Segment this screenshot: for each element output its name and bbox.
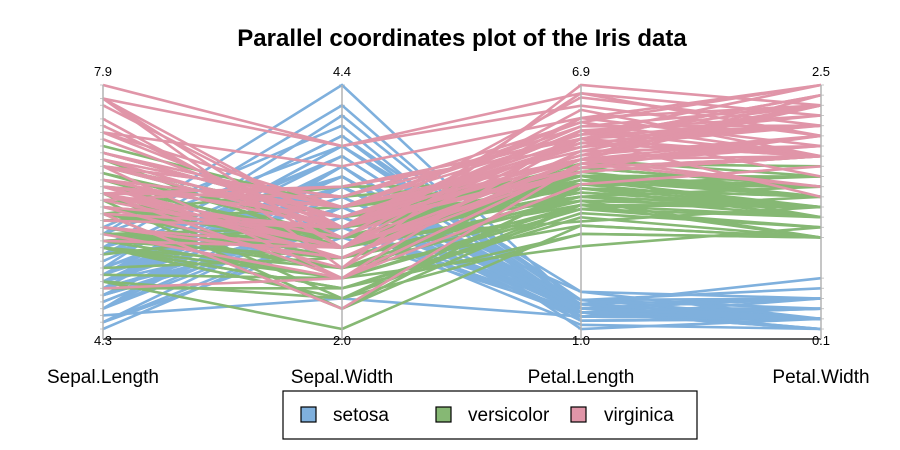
legend-box (282, 390, 698, 440)
series-line (102, 154, 822, 229)
legend-item-versicolor: versicolor (435, 405, 550, 426)
series-line (102, 216, 822, 290)
series-line (102, 83, 822, 148)
legend-label: setosa (333, 405, 389, 426)
axis-min-label: 2.0 (333, 333, 351, 348)
series-line (102, 97, 822, 229)
axis-label: Sepal.Width (291, 367, 393, 388)
legend-swatch (435, 406, 452, 423)
series-line (102, 83, 822, 168)
legend-item-virginica: virginica (570, 405, 674, 426)
legend-swatch (300, 406, 317, 423)
series-lines (100, 83, 824, 331)
series-line (102, 226, 822, 280)
legend-label: virginica (604, 405, 674, 426)
axis-min-label: 4.3 (94, 333, 112, 348)
series-line (102, 199, 822, 249)
axis-sepal-length: 7.9 4.3 Sepal.Length (47, 64, 159, 388)
chart-title: Parallel coordinates plot of the Iris da… (237, 25, 687, 52)
legend-swatch (570, 406, 587, 423)
series-line (102, 104, 822, 202)
axis-max-label: 2.5 (812, 64, 830, 79)
series-line (102, 162, 822, 311)
series-line (102, 134, 822, 229)
series-line (102, 144, 822, 280)
legend: setosa versicolor virginica (282, 390, 698, 440)
series-line (102, 154, 822, 229)
series-line (102, 104, 822, 219)
legend-item-setosa: setosa (300, 405, 389, 426)
axis-sepal-width: 4.4 2.0 Sepal.Width (291, 64, 393, 388)
axis-label: Sepal.Length (47, 367, 159, 388)
axis-max-label: 4.4 (333, 64, 351, 79)
legend-label: versicolor (468, 405, 550, 426)
series-line (102, 187, 822, 300)
axis-label: Petal.Width (772, 367, 869, 388)
series-line (102, 191, 822, 239)
axis-label: Petal.Length (528, 367, 635, 388)
axis-petal-width: 2.5 0.1 Petal.Width (772, 64, 869, 388)
series-line (102, 144, 822, 260)
axis-min-label: 1.0 (572, 333, 590, 348)
series-line (102, 137, 822, 270)
series-line (102, 91, 822, 148)
series-virginica (102, 83, 822, 311)
series-line (102, 224, 822, 270)
axis-max-label: 6.9 (572, 64, 590, 79)
axis-max-label: 7.9 (94, 64, 112, 79)
axis-min-label: 0.1 (812, 333, 830, 348)
series-line (102, 141, 822, 219)
axis-petal-length: 6.9 1.0 Petal.Length (528, 64, 635, 388)
